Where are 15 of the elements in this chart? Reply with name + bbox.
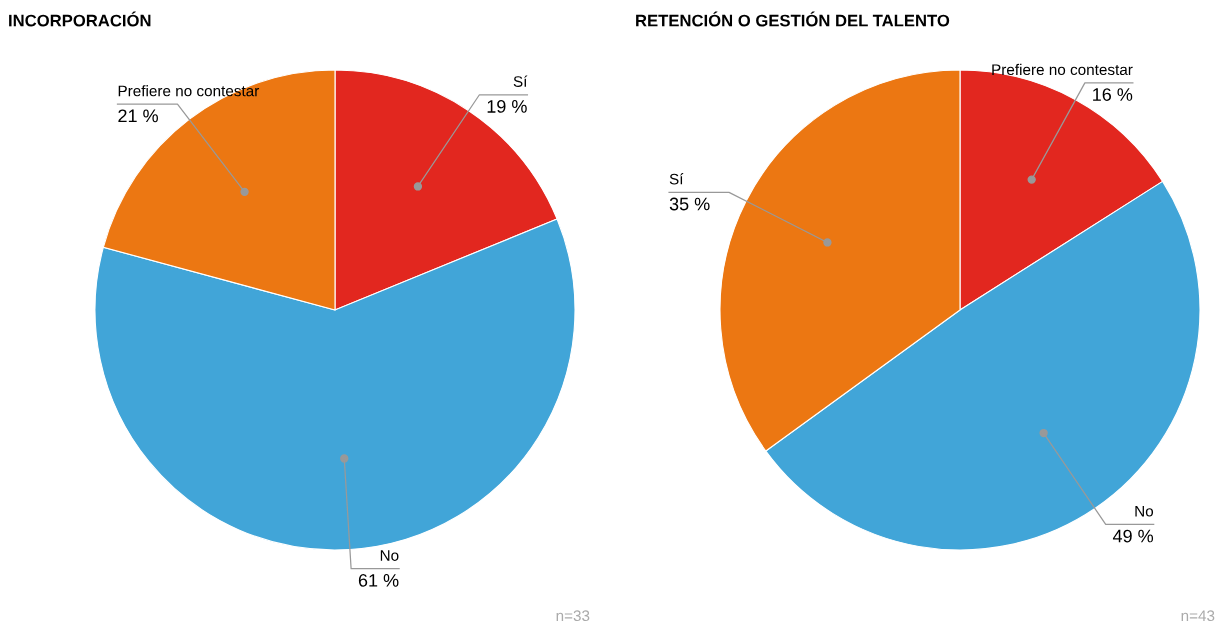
chart-title: INCORPORACIÓN: [9, 11, 151, 27]
slice-label: No: [1135, 505, 1154, 517]
data-label: 19 %: [487, 100, 527, 113]
data-label: 35 %: [669, 197, 710, 211]
slice-label: Prefiere no contestar: [992, 63, 1133, 76]
slice-label: Sí: [513, 75, 528, 87]
data-label: 16 %: [1093, 88, 1133, 101]
text: n=33: [556, 610, 590, 622]
chart-title: RETENCIÓN O GESTIÓN DEL TALENTO: [636, 11, 950, 27]
data-label: 61 %: [358, 573, 399, 587]
slice-label: No: [380, 550, 399, 561]
data-label: 21 %: [118, 109, 158, 123]
slice-label: Sí: [669, 173, 684, 185]
text: n=43: [1181, 610, 1215, 622]
data-label: 49 %: [1112, 529, 1154, 543]
